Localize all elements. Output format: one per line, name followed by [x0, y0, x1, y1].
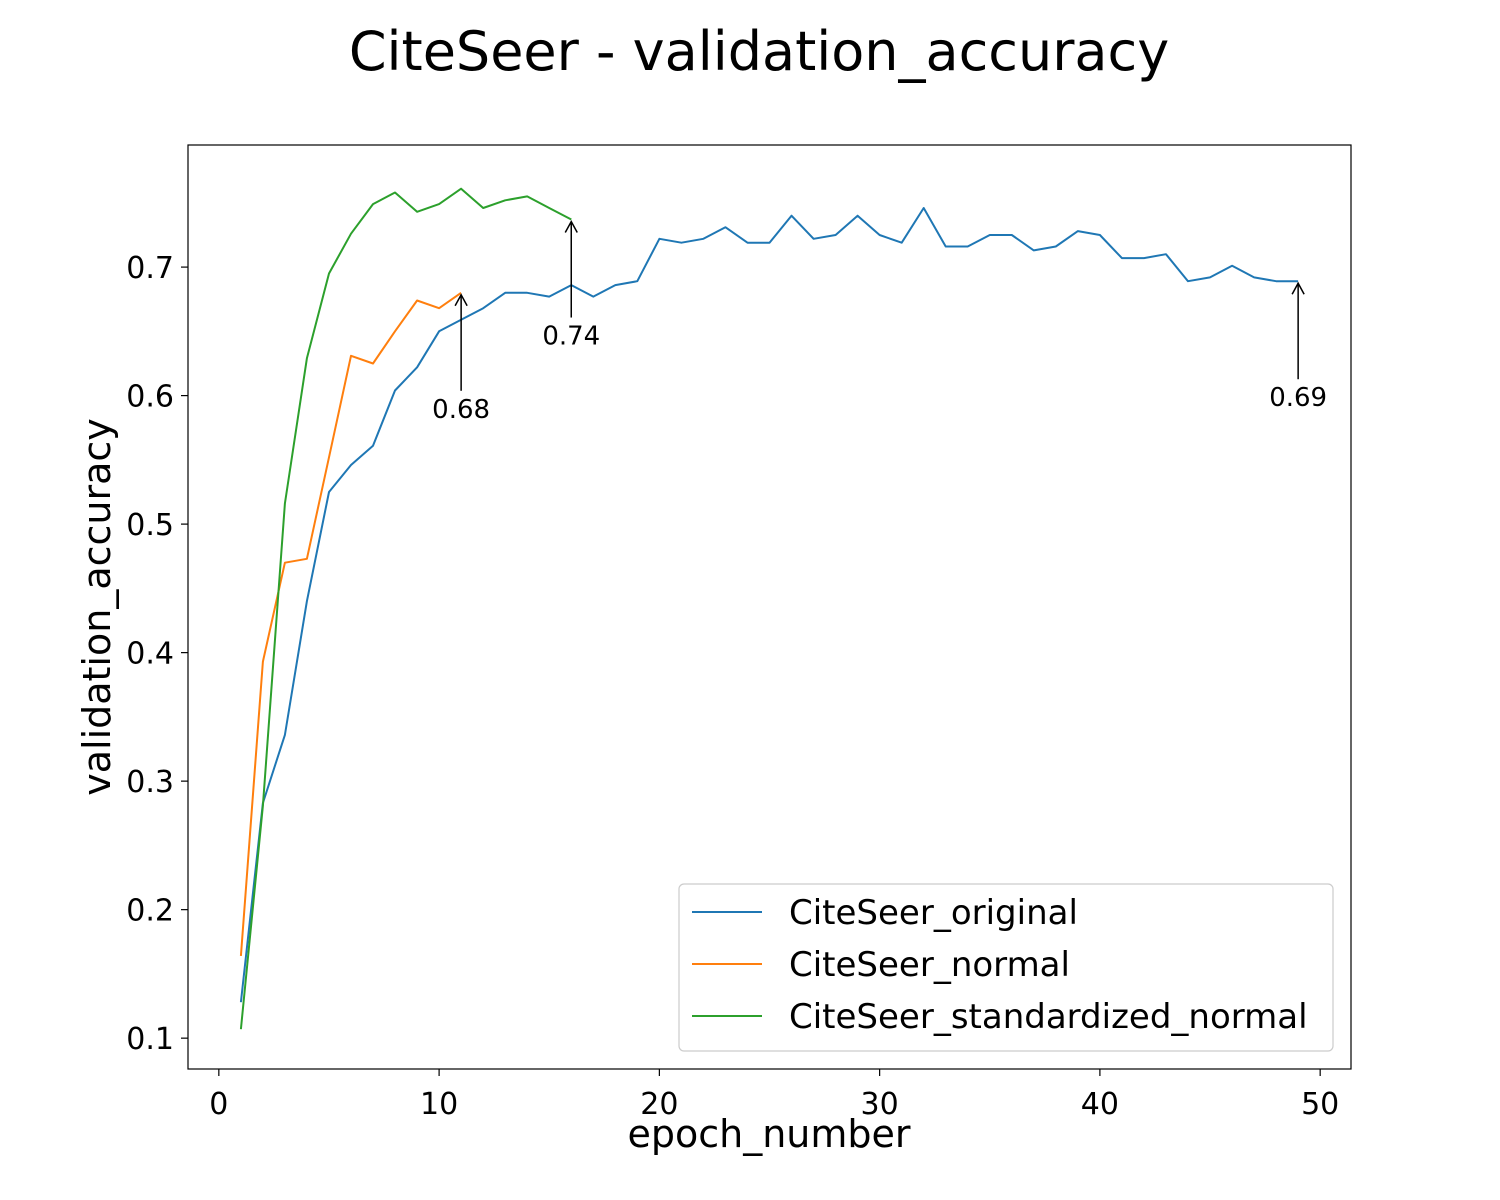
x-axis: 0 10 20 30 40 50 [209, 1069, 1339, 1122]
x-tick-label: 0 [209, 1087, 228, 1122]
y-tick-label: 0.3 [126, 765, 174, 800]
annotation-label: 0.74 [542, 322, 600, 352]
y-axis-label: validation_accuracy [75, 418, 119, 796]
annotation-label: 0.68 [432, 395, 490, 425]
annotation-arrowhead [1291, 281, 1305, 295]
y-tick-label: 0.5 [126, 508, 174, 543]
legend-label: CiteSeer_standardized_normal [789, 997, 1308, 1037]
annotation-layer: 0.68 0.74 0.69 [432, 219, 1327, 425]
x-tick-label: 30 [861, 1087, 899, 1122]
legend: CiteSeer_original CiteSeer_normal CiteSeer… [678, 883, 1334, 1052]
series-line-citeseer-original [239, 207, 1299, 1003]
y-tick-label: 0.1 [126, 1022, 174, 1057]
legend-label: CiteSeer_original [789, 893, 1078, 933]
x-tick-label: 10 [420, 1087, 458, 1122]
annotation-arrowhead [564, 219, 578, 233]
annotation-arrowhead [454, 293, 468, 307]
x-tick-label: 40 [1081, 1087, 1119, 1122]
y-axis: 0.1 0.2 0.3 0.4 0.5 0.6 0.7 [126, 251, 188, 1057]
x-axis-label: epoch_number [627, 1112, 910, 1156]
plot-frame [187, 144, 1352, 1070]
y-tick-label: 0.6 [126, 380, 174, 415]
x-tick-label: 50 [1301, 1087, 1339, 1122]
chart-title: CiteSeer - validation_accuracy [349, 20, 1169, 83]
y-tick-label: 0.4 [126, 637, 174, 672]
y-tick-label: 0.2 [126, 894, 174, 929]
legend-box [678, 883, 1334, 1052]
series-layer [239, 187, 1299, 1030]
series-line-citeseer-standardized-normal [239, 187, 572, 1030]
x-tick-label: 20 [640, 1087, 678, 1122]
annotation-label: 0.69 [1269, 383, 1327, 413]
y-tick-label: 0.7 [126, 251, 174, 286]
legend-label: CiteSeer_normal [789, 945, 1070, 985]
